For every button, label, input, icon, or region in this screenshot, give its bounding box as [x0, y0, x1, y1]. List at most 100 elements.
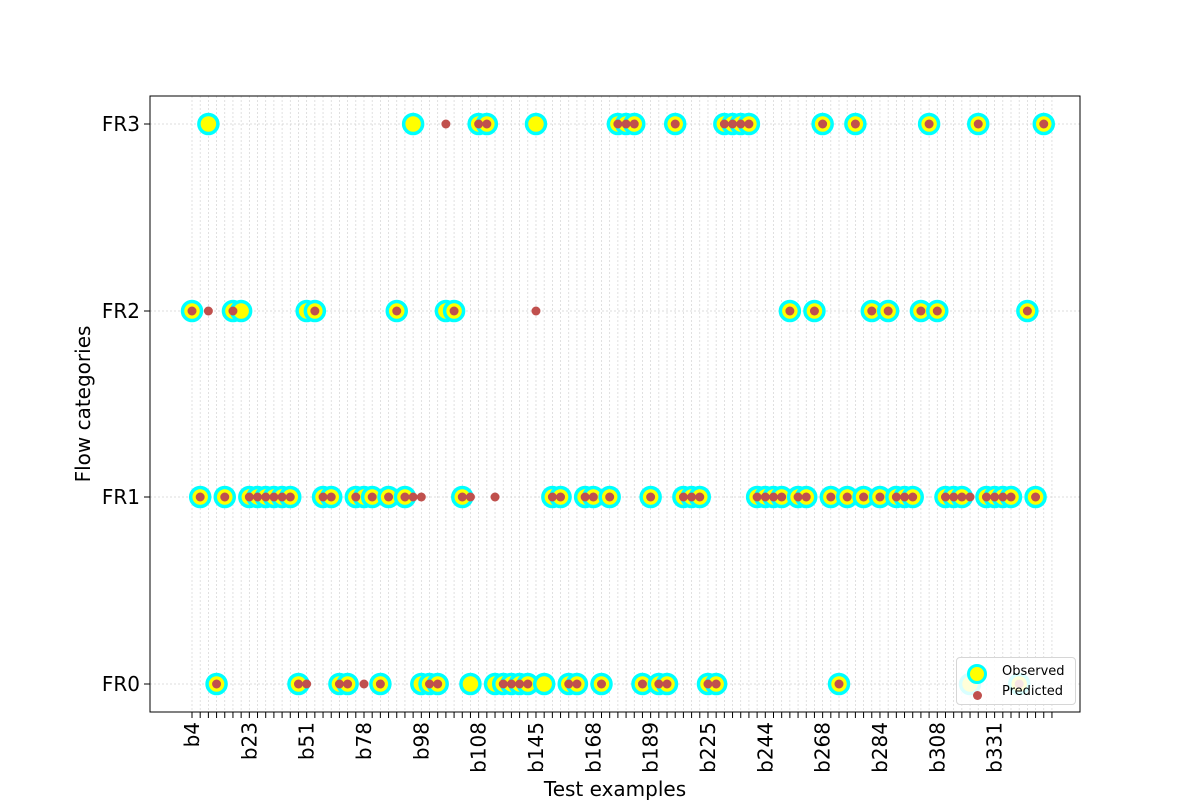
legend: Observed Predicted	[956, 657, 1076, 705]
y-tick-label: FR2	[102, 299, 140, 323]
predicted-point	[662, 679, 672, 689]
predicted-point	[375, 679, 385, 689]
predicted-point	[384, 492, 394, 502]
predicted-point	[465, 492, 475, 502]
predicted-point	[597, 679, 606, 689]
predicted-point	[891, 492, 901, 502]
predicted-point	[1006, 492, 1016, 502]
predicted-point	[736, 119, 746, 129]
plot-frame	[149, 95, 1081, 713]
predicted-point	[253, 492, 263, 502]
predicted-point	[195, 492, 205, 502]
predicted-point	[482, 119, 492, 129]
predicted-point	[1022, 306, 1032, 316]
predicted-point	[785, 306, 795, 316]
x-tick-label: b98	[409, 722, 433, 760]
predicted-series	[187, 119, 1049, 689]
predicted-point	[842, 492, 852, 502]
predicted-point	[932, 306, 942, 316]
y-axis-ticks: FR0 FR1 FR2 FR3	[102, 112, 150, 696]
predicted-point	[556, 492, 566, 502]
predicted-point	[564, 679, 574, 689]
predicted-point	[818, 119, 828, 129]
y-tick-label: FR0	[102, 672, 140, 696]
predicted-point	[433, 679, 443, 689]
predicted-point	[678, 492, 688, 502]
predicted-point	[752, 492, 762, 502]
legend-label-predicted: Predicted	[1002, 684, 1064, 699]
predicted-point	[973, 119, 983, 129]
predicted-point	[261, 492, 271, 502]
predicted-point	[793, 492, 803, 502]
predicted-marker-icon	[973, 691, 982, 700]
predicted-point	[900, 492, 910, 502]
observed-point	[524, 112, 548, 136]
predicted-point	[711, 679, 721, 689]
predicted-point	[998, 492, 1008, 502]
predicted-point	[392, 306, 402, 316]
predicted-point	[859, 492, 869, 502]
predicted-point	[523, 679, 533, 689]
predicted-point	[449, 306, 459, 316]
predicted-point	[474, 119, 484, 129]
x-tick-label: b284	[868, 722, 892, 773]
predicted-point	[695, 492, 705, 502]
x-tick-label: b145	[524, 722, 548, 773]
y-axis-label: Flow categories	[71, 326, 95, 483]
legend-item-predicted: Predicted	[957, 682, 1075, 702]
observed-point	[532, 672, 556, 696]
predicted-point	[441, 119, 451, 129]
predicted-point	[293, 679, 303, 689]
predicted-point	[646, 492, 656, 502]
x-tick-label: b268	[811, 722, 835, 773]
predicted-point	[547, 492, 557, 502]
legend-label-observed: Observed	[1002, 664, 1065, 679]
x-tick-label: b168	[581, 722, 605, 773]
predicted-point	[760, 492, 770, 502]
y-tick-label: FR1	[102, 485, 140, 509]
predicted-point	[531, 306, 541, 316]
grid-lines	[150, 96, 1080, 712]
predicted-point	[1039, 119, 1049, 129]
predicted-point	[1031, 492, 1041, 502]
predicted-point	[416, 492, 426, 502]
y-tick-label: FR3	[102, 112, 140, 136]
predicted-point	[744, 119, 754, 129]
predicted-point	[637, 679, 647, 689]
observed-point	[197, 112, 220, 136]
predicted-point	[965, 492, 975, 502]
x-tick-label: b244	[753, 722, 777, 773]
x-tick-label: b308	[925, 722, 949, 773]
predicted-point	[277, 492, 287, 502]
predicted-point	[916, 306, 926, 316]
predicted-point	[408, 492, 418, 502]
predicted-point	[203, 306, 213, 316]
observed-point	[401, 112, 425, 136]
predicted-point	[670, 119, 680, 129]
predicted-point	[187, 306, 197, 316]
predicted-point	[957, 492, 967, 502]
predicted-point	[343, 679, 353, 689]
predicted-point	[580, 492, 590, 502]
predicted-point	[809, 306, 819, 316]
x-tick-label: b4	[180, 722, 204, 747]
predicted-point	[326, 492, 336, 502]
predicted-point	[981, 492, 991, 502]
x-tick-label: b108	[467, 722, 491, 773]
predicted-point	[850, 119, 860, 129]
predicted-point	[703, 679, 713, 689]
predicted-point	[228, 306, 238, 316]
predicted-point	[613, 119, 623, 129]
predicted-point	[572, 679, 582, 689]
predicted-point	[883, 306, 893, 316]
observed-point	[459, 672, 482, 696]
predicted-point	[777, 492, 787, 502]
predicted-point	[515, 679, 525, 689]
predicted-point	[687, 492, 697, 502]
x-tick-label: b78	[352, 722, 376, 760]
legend-item-observed: Observed	[957, 662, 1075, 684]
x-tick-label: b189	[639, 722, 663, 773]
x-tick-label: b225	[696, 722, 720, 773]
predicted-point	[498, 679, 508, 689]
